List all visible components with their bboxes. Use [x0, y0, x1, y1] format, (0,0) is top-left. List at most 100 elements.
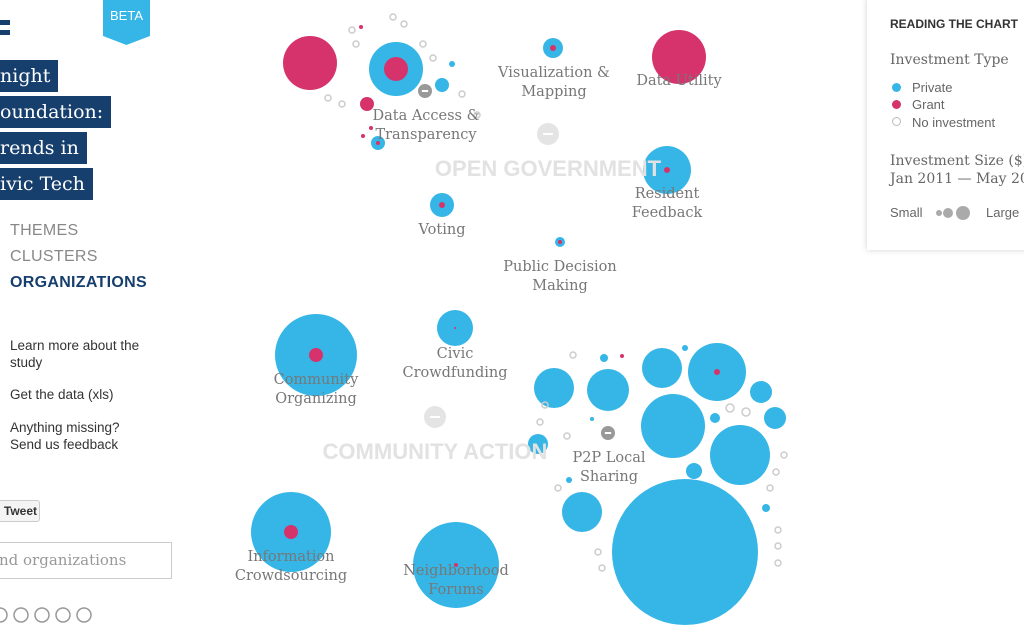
empty-bubble [352, 40, 360, 48]
bubble [587, 369, 629, 411]
collapse-minus [543, 133, 553, 135]
empty-bubble [594, 548, 602, 556]
bubble [750, 381, 772, 403]
cluster-label: Crowdfunding [402, 365, 507, 381]
grant-dot [284, 525, 298, 539]
empty-bubble [780, 451, 788, 459]
bubble [562, 492, 602, 532]
cluster-label: Forums [428, 582, 483, 598]
empty-bubble [772, 468, 780, 476]
beta-text: BETA [110, 8, 143, 23]
beta-badge [103, 0, 150, 45]
link[interactable]: Anything missing? Send us feedback [10, 420, 120, 452]
bubble [369, 126, 373, 130]
bubble [764, 407, 786, 429]
legend-swatch [892, 83, 901, 92]
legend-swatch [892, 117, 901, 126]
title-line: ivic Tech [0, 168, 93, 200]
link[interactable]: Learn more about the study [10, 338, 140, 370]
license-icons [0, 605, 100, 625]
cluster-label: Mapping [521, 84, 586, 100]
cluster-label: P2P Local [572, 450, 645, 466]
link[interactable]: Get the data (xls) [10, 387, 114, 402]
cluster-label: Data Access & [372, 108, 479, 124]
grant-dot [558, 240, 562, 244]
bubble [612, 479, 758, 625]
bubble [620, 354, 624, 358]
empty-bubble [563, 432, 571, 440]
grant-dot [454, 563, 458, 567]
empty-bubble [554, 484, 562, 492]
cluster-label: Community [274, 372, 359, 388]
search-input[interactable]: nd organizations [0, 542, 172, 579]
bubble [566, 477, 572, 483]
logo-bar [0, 20, 10, 25]
cluster-label: Feedback [632, 205, 703, 221]
grant-dot [384, 57, 408, 81]
logo-bar [0, 30, 10, 35]
bubble [762, 504, 770, 512]
empty-bubble [774, 526, 782, 534]
grant-dot [664, 167, 670, 173]
legend-item: No investment [912, 115, 996, 130]
cluster-label: Making [532, 278, 588, 294]
nav-item[interactable]: ORGANIZATIONS [10, 274, 147, 291]
empty-bubble [536, 418, 544, 426]
bubble [642, 348, 682, 388]
legend-item: Private [912, 80, 953, 95]
cluster-label: Neighborhood [403, 563, 509, 579]
empty-bubble [389, 13, 397, 21]
cluster-label: Transparency [375, 127, 477, 143]
bubble [590, 417, 594, 421]
bubble [534, 368, 574, 408]
empty-bubble [725, 403, 735, 413]
icons [0, 607, 92, 623]
legend-item: Grant [912, 97, 945, 112]
bubble [435, 78, 449, 92]
grant-dot [714, 369, 720, 375]
tweet-button[interactable]: Tweet [0, 500, 40, 522]
cluster-labels: Data Access & Transparency Visualization &… [235, 65, 723, 598]
grant-dot [454, 327, 456, 329]
cluster-label: Visualization & [497, 65, 610, 81]
bubble [528, 434, 548, 454]
empty-bubble [541, 401, 549, 409]
empty-bubble [766, 484, 774, 492]
bubble [710, 425, 770, 485]
empty-bubble [569, 351, 577, 359]
grant-dot [439, 202, 445, 208]
bubble [359, 25, 363, 29]
title-line: rends in [0, 132, 87, 164]
bubble [710, 413, 720, 423]
grant-dot [550, 45, 556, 51]
cluster-label: Voting [418, 222, 466, 238]
theme-label: COMMUNITY ACTION [323, 439, 548, 464]
title-line: night [0, 60, 59, 92]
nav-item[interactable]: THEMES [10, 222, 79, 239]
bubble [361, 134, 365, 138]
empty-bubble [598, 564, 606, 572]
bubble [652, 30, 706, 84]
bubble [283, 36, 337, 90]
empty-bubble [348, 26, 356, 34]
legend-large: Large [986, 205, 1020, 220]
empty-bubble [429, 54, 437, 62]
theme-label: OPEN GOVERNMENT [435, 156, 662, 181]
legend-period: Jan 2011 — May 201 [890, 171, 1024, 187]
empty-bubble [473, 111, 481, 119]
size-dots [936, 206, 970, 220]
cluster-label: Information [247, 549, 334, 565]
collapse-minus [604, 432, 612, 434]
empty-bubble [741, 407, 751, 417]
bubble [449, 61, 455, 67]
legend-title: READING THE CHART [890, 17, 1018, 31]
cluster-label: Public Decision [503, 259, 617, 275]
bubble [682, 345, 688, 351]
empty-bubble [774, 559, 782, 567]
bubble [600, 354, 608, 362]
nav-item[interactable]: CLUSTERS [10, 248, 98, 265]
empty-bubble [774, 542, 782, 550]
empty-bubble [400, 20, 408, 28]
